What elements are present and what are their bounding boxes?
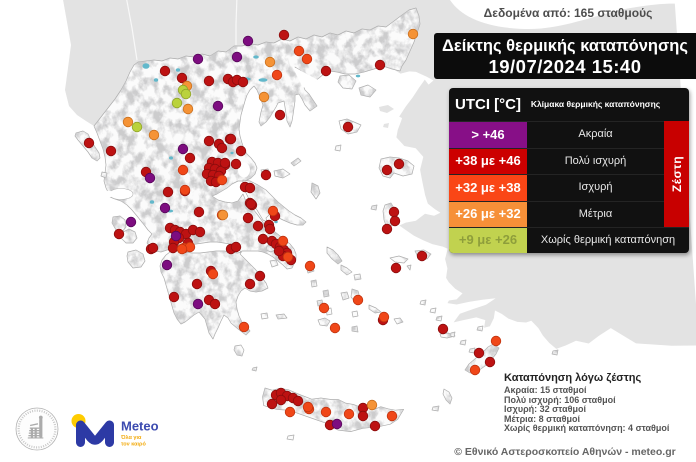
svg-text:τον καιρό: τον καιρό [121,442,146,448]
svg-text:Meteo: Meteo [121,419,159,434]
svg-text:Όλα για: Όλα για [120,435,142,441]
